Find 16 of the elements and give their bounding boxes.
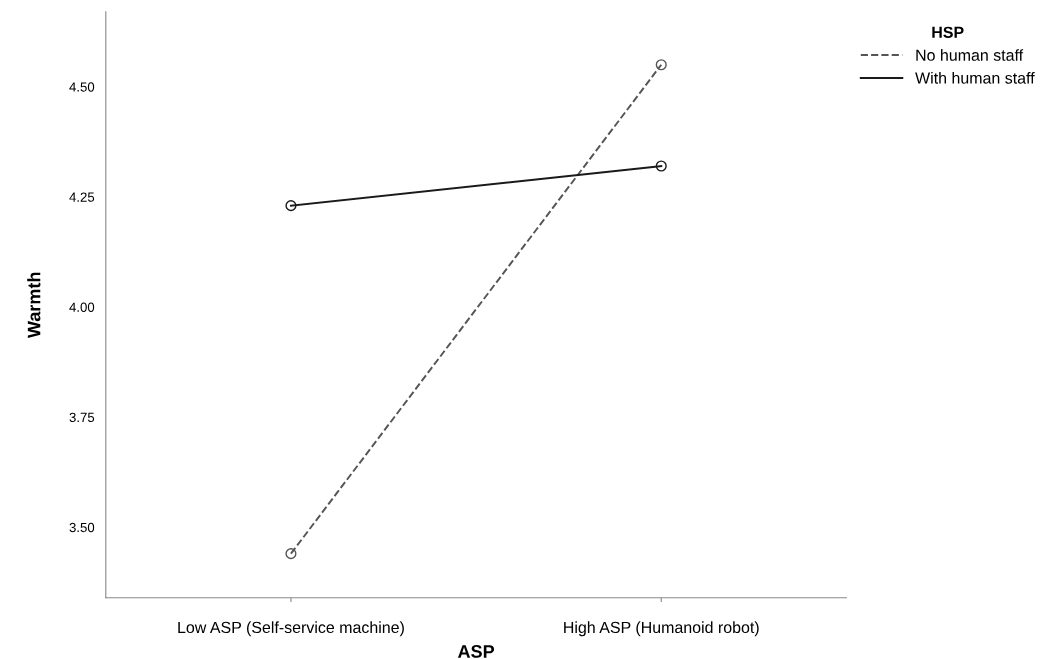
y-tick-label: 4.00 — [69, 302, 95, 312]
x-tick-label: High ASP (Humanoid robot) — [564, 621, 759, 637]
point — [285, 200, 297, 212]
x-axis-title: ASP — [457, 645, 495, 658]
x-tick-label: Low ASP (Self-service machine) — [178, 621, 404, 637]
y-tick-label: 4.25 — [69, 192, 95, 202]
point — [285, 548, 297, 560]
legend-label: No human staff — [916, 49, 1024, 61]
point — [655, 59, 667, 71]
legend-label: With human staff — [915, 71, 1035, 84]
y-axis-title: Warmth — [27, 272, 41, 339]
point — [655, 160, 667, 172]
legend-title: HSP — [932, 26, 964, 38]
y-tick-label: 4.50 — [69, 82, 95, 92]
y-tick-label: 3.50 — [69, 522, 95, 533]
y-tick-label: 3.75 — [69, 412, 95, 423]
